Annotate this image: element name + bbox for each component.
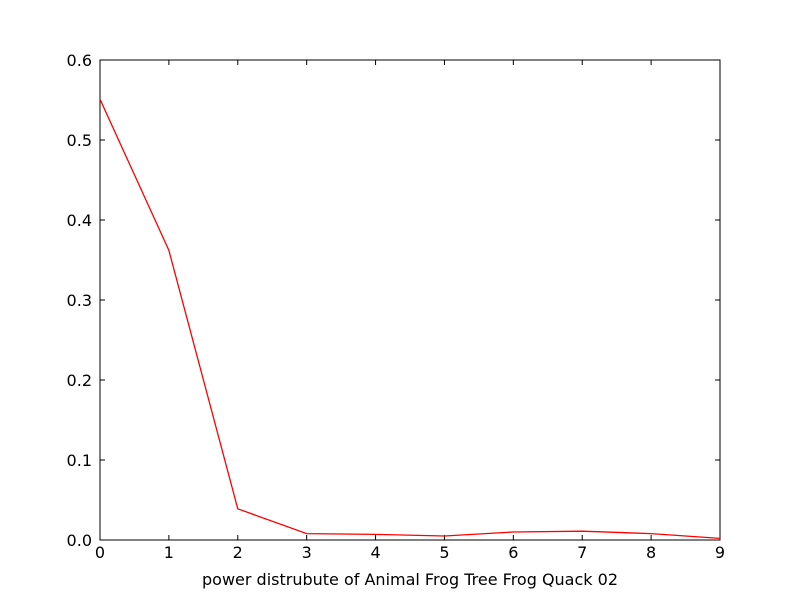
x-tick-label: 9 (715, 543, 725, 562)
y-tick-label: 0.6 (67, 51, 92, 70)
y-tick-label: 0.3 (67, 291, 92, 310)
series-group (99, 98, 721, 540)
x-tick-label: 8 (646, 543, 656, 562)
ticks-group: 0 1 2 3 4 5 6 7 8 9 0.0 0.1 0.2 0.3 0.4 0.5 0.6 (67, 51, 726, 562)
x-tick-label: 0 (95, 543, 105, 562)
x-tick-label: 4 (370, 543, 380, 562)
x-tick-label: 6 (508, 543, 518, 562)
y-tick-label: 0.1 (67, 451, 92, 470)
x-tick-label: 2 (233, 543, 243, 562)
x-tick-label: 5 (439, 543, 449, 562)
x-tick-label: 3 (302, 543, 312, 562)
y-tick-label: 0.0 (67, 531, 92, 550)
plot-area (99, 59, 721, 541)
y-tick-label: 0.5 (67, 131, 92, 150)
y-tick-label: 0.4 (67, 211, 92, 230)
x-tick-label: 7 (577, 543, 587, 562)
x-axis-label: power distrubute of Animal Frog Tree Fro… (202, 570, 618, 589)
x-tick-label: 1 (164, 543, 174, 562)
series-line-0 (99, 98, 721, 540)
y-tick-label: 0.2 (67, 371, 92, 390)
